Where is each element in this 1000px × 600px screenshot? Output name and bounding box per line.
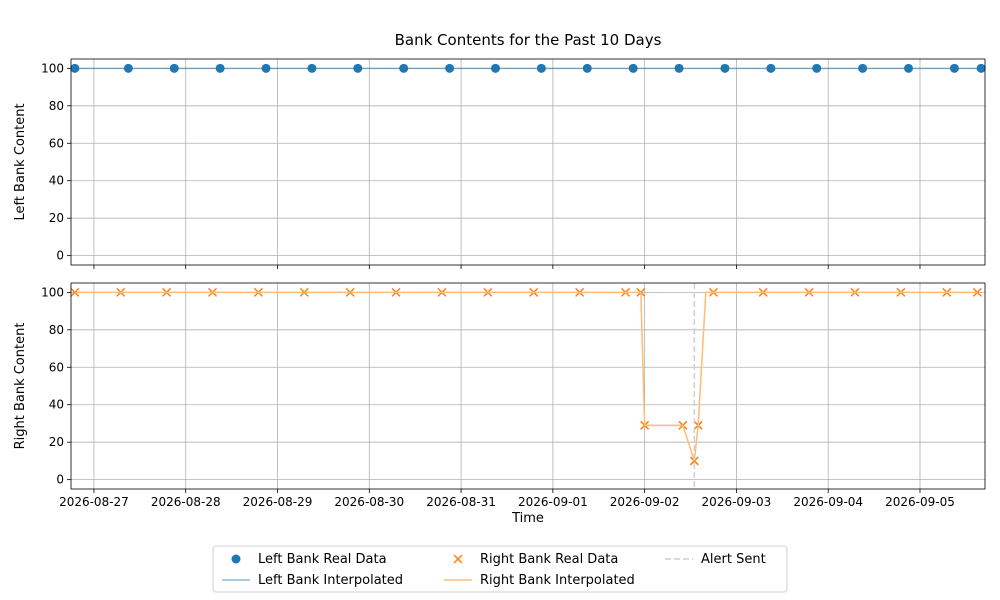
legend-item: Right Bank Interpolated [444, 573, 635, 588]
x-tick-label: 2026-09-01 [518, 495, 588, 509]
y-tick-label: 0 [56, 473, 64, 487]
y-tick-label: 100 [41, 285, 64, 299]
chart-title: Bank Contents for the Past 10 Days [395, 31, 662, 49]
x-axis-label: Time [511, 511, 544, 526]
x-tick-label: 2026-08-31 [426, 495, 496, 509]
legend-label: Left Bank Real Data [258, 552, 387, 567]
x-tick-label: 2026-09-02 [610, 495, 680, 509]
y-tick-label: 60 [49, 136, 64, 150]
y-tick-label: 0 [56, 249, 64, 263]
plot-frame [70, 282, 986, 490]
y-tick-label: 100 [41, 61, 64, 75]
legend-label: Alert Sent [701, 552, 766, 567]
legend-item: Left Bank Interpolated [222, 573, 403, 588]
x-tick-label: 2026-09-05 [885, 495, 955, 509]
x-tick-label: 2026-09-03 [702, 495, 772, 509]
series-line [74, 291, 978, 462]
panel-1: 0 20 40 60 80 100 Left Bank Content [13, 58, 986, 269]
y-tick-label: 80 [49, 99, 64, 113]
legend-label: Right Bank Interpolated [480, 573, 635, 588]
legend-box [212, 545, 788, 593]
legend-label: Left Bank Interpolated [258, 573, 403, 588]
y-tick-label: 20 [49, 435, 64, 449]
x-tick-label: 2026-09-04 [793, 495, 863, 509]
y-axis-label: Left Bank Content [13, 103, 28, 220]
y-tick-label: 40 [49, 174, 64, 188]
legend-item: Left Bank Real Data [231, 552, 387, 567]
legend-item: Alert Sent [665, 552, 766, 567]
legend: Left Bank Real Data Left Bank Interpolate… [212, 545, 788, 593]
plot-frame [70, 58, 986, 266]
x-tick-label: 2026-08-28 [151, 495, 221, 509]
legend-marker [231, 554, 241, 564]
y-axis-label: Right Bank Content [13, 323, 28, 450]
x-tick-label: 2026-08-30 [334, 495, 404, 509]
y-tick-label: 60 [49, 360, 64, 374]
x-tick-label: 2026-08-27 [59, 495, 129, 509]
grid-lines [71, 283, 985, 489]
x-tick-label: 2026-08-29 [243, 495, 313, 509]
legend-item: Right Bank Real Data [453, 552, 618, 567]
legend-marker [453, 554, 463, 564]
y-tick-label: 20 [49, 211, 64, 225]
grid-lines [71, 59, 985, 265]
panel-2: 0 20 40 60 80 100 2026-08-27 2026-08-28 2026-08-… [13, 282, 986, 509]
y-tick-label: 40 [49, 398, 64, 412]
y-tick-label: 80 [49, 323, 64, 337]
legend-label: Right Bank Real Data [480, 552, 618, 567]
